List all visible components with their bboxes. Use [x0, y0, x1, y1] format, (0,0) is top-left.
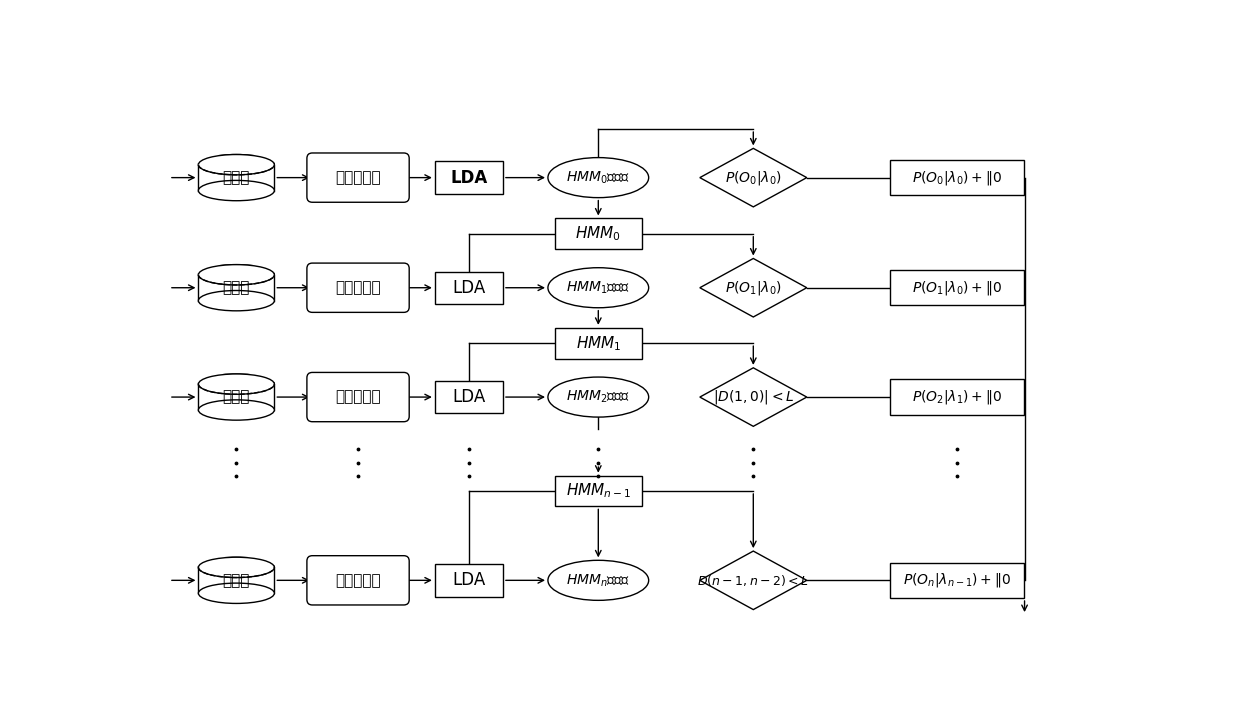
Bar	[435, 272, 503, 304]
Ellipse shape	[198, 265, 274, 285]
Polygon shape	[699, 551, 807, 609]
Ellipse shape	[198, 583, 274, 604]
Ellipse shape	[198, 557, 274, 578]
Ellipse shape	[198, 400, 274, 420]
Bar	[556, 328, 642, 359]
Text: $P(O_2|\lambda_1)+\|0$: $P(O_2|\lambda_1)+\|0$	[913, 388, 1002, 406]
Ellipse shape	[548, 560, 649, 600]
Text: $P(O_1|\lambda_0)+\|0$: $P(O_1|\lambda_0)+\|0$	[913, 279, 1002, 296]
Polygon shape	[699, 258, 807, 317]
Text: 数据预处理: 数据预处理	[335, 281, 381, 295]
FancyBboxPatch shape	[306, 372, 409, 422]
Text: $HMM_0$: $HMM_0$	[575, 224, 621, 243]
Text: $P(O_n|\lambda_{n-1})+\|0$: $P(O_n|\lambda_{n-1})+\|0$	[903, 571, 1011, 589]
Text: $HMM_2$的训练: $HMM_2$的训练	[567, 389, 630, 406]
Text: $D(n-1,n-2)<L$: $D(n-1,n-2)<L$	[697, 573, 810, 588]
Text: LDA: LDA	[453, 388, 486, 406]
Text: $P(O_0|\lambda_0)$: $P(O_0|\lambda_0)$	[725, 168, 781, 187]
Text: $HMM_{n-1}$: $HMM_{n-1}$	[565, 482, 631, 500]
Text: $HMM_1$的训练: $HMM_1$的训练	[567, 280, 630, 296]
Bar	[198, 275, 274, 301]
Bar	[198, 568, 274, 594]
Bar	[198, 374, 274, 384]
Bar	[198, 384, 274, 410]
Text: LDA: LDA	[453, 571, 486, 589]
Text: $HMM_0$的训练: $HMM_0$的训练	[567, 169, 630, 186]
Text: $HMM_n$的训练: $HMM_n$的训练	[567, 572, 630, 589]
Polygon shape	[699, 148, 807, 207]
Text: 跑步机: 跑步机	[223, 390, 250, 405]
Text: 跑步机: 跑步机	[223, 573, 250, 588]
Text: $P(O_0|\lambda_0)+\|0$: $P(O_0|\lambda_0)+\|0$	[913, 168, 1002, 187]
Ellipse shape	[548, 377, 649, 417]
FancyBboxPatch shape	[306, 556, 409, 605]
Bar	[198, 165, 274, 191]
FancyBboxPatch shape	[306, 263, 409, 312]
Text: LDA: LDA	[450, 168, 487, 187]
Bar	[198, 265, 274, 275]
Ellipse shape	[198, 374, 274, 394]
Ellipse shape	[548, 158, 649, 197]
Bar	[890, 562, 1024, 598]
FancyBboxPatch shape	[306, 153, 409, 202]
Text: 数据预处理: 数据预处理	[335, 573, 381, 588]
Bar	[890, 380, 1024, 415]
Bar	[556, 218, 642, 249]
Ellipse shape	[198, 181, 274, 201]
Ellipse shape	[198, 291, 274, 311]
Bar	[890, 160, 1024, 195]
Text: 数据预处理: 数据预处理	[335, 390, 381, 405]
Text: 跑步机: 跑步机	[223, 170, 250, 185]
Text: 数据预处理: 数据预处理	[335, 170, 381, 185]
Bar	[556, 476, 642, 506]
Text: 跑步机: 跑步机	[223, 281, 250, 295]
Ellipse shape	[548, 268, 649, 308]
Bar	[435, 381, 503, 414]
Text: LDA: LDA	[453, 279, 486, 296]
Bar	[890, 270, 1024, 305]
Bar	[198, 155, 274, 165]
Polygon shape	[699, 368, 807, 427]
Text: $|D(1,0)|<L$: $|D(1,0)|<L$	[713, 388, 794, 406]
Text: $P(O_1|\lambda_0)$: $P(O_1|\lambda_0)$	[725, 279, 781, 296]
Bar	[435, 564, 503, 596]
Text: $HMM_1$: $HMM_1$	[575, 334, 621, 353]
Ellipse shape	[198, 155, 274, 175]
Bar	[435, 161, 503, 194]
Bar	[198, 557, 274, 568]
